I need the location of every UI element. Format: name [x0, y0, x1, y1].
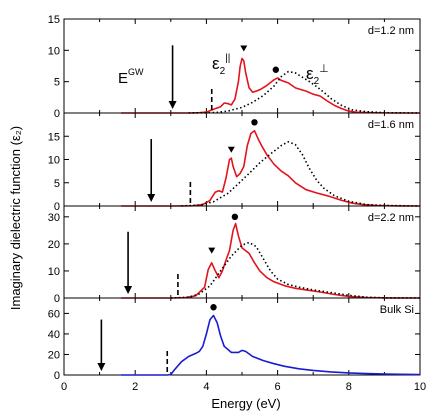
eps-parallel-annotation: ε2||	[212, 53, 230, 77]
x-axis-label: Energy (eV)	[211, 396, 280, 411]
y-tick-label: 0	[54, 293, 60, 305]
peak-triangle-marker	[240, 45, 248, 52]
peak-circle-marker	[251, 119, 258, 126]
series-perp-line	[188, 70, 421, 114]
panel-frame	[63, 205, 421, 299]
y-tick-label: 60	[48, 308, 60, 320]
panel-label: Bulk Si	[380, 304, 414, 316]
x-tick-label: 0	[61, 381, 67, 393]
y-tick-label: 15	[48, 131, 60, 143]
series-perp-line	[170, 241, 421, 299]
eps-perp-annotation: ε2⊥	[306, 63, 329, 87]
series-bulk-line	[121, 314, 421, 376]
panel-label: d=1.6 nm	[368, 119, 414, 131]
gap-arrow-head	[168, 101, 177, 109]
y-tick-label: 5	[54, 178, 60, 190]
x-tick-label: 10	[414, 381, 426, 393]
y-tick-label: 0	[54, 370, 60, 382]
y-tick-label: 20	[48, 239, 60, 251]
peak-circle-marker	[231, 213, 239, 221]
y-tick-label: 10	[48, 45, 60, 57]
peak-circle-marker	[210, 304, 217, 311]
gap-arrow-head	[124, 286, 133, 294]
y-tick-label: 20	[48, 349, 60, 361]
y-tick-label: 5	[54, 77, 60, 89]
panel-frame	[63, 18, 421, 114]
y-tick-label: 0	[54, 201, 60, 213]
y-tick-label: 15	[48, 14, 60, 26]
panel-1: 0 5 10 15 d=1.6 nm	[48, 112, 421, 213]
peak-triangle-marker	[227, 146, 235, 153]
x-tick-label: 2	[132, 381, 138, 393]
panel-0: 0 5 10 15 d=1.2 nm EGW ε2|| ε2⊥	[48, 14, 421, 120]
series-parallel-line	[121, 222, 421, 299]
y-tick-label: 10	[48, 266, 60, 278]
series-perp-line	[181, 141, 421, 207]
y-tick-label: 40	[48, 329, 60, 341]
panel-frame	[63, 297, 421, 376]
y-tick-label: 30	[48, 212, 60, 224]
y-tick-label: 0	[54, 108, 60, 120]
series-parallel-line	[121, 129, 421, 207]
gap-arrow-head	[147, 194, 156, 202]
y-tick-label: 10	[48, 155, 60, 167]
x-tick-label: 6	[275, 381, 281, 393]
y-axis-label: Imaginary dielectric function (ε₂)	[8, 126, 23, 310]
gap-arrow-head	[97, 363, 106, 371]
panel-label: d=1.2 nm	[368, 25, 414, 37]
series-parallel-line	[121, 57, 420, 114]
peak-circle-marker	[272, 66, 280, 73]
panel-3: 0 20 40 60 Bulk Si	[48, 297, 421, 382]
peak-triangle-marker	[208, 247, 216, 254]
panel-2: 0 10 20 30 d=2.2 nm	[48, 205, 421, 305]
x-tick-label: 8	[346, 381, 352, 393]
x-tick-label: 4	[203, 381, 209, 393]
gap-annotation: EGW	[118, 67, 144, 87]
panel-label: d=2.2 nm	[368, 212, 414, 224]
panel-frame	[63, 112, 421, 207]
